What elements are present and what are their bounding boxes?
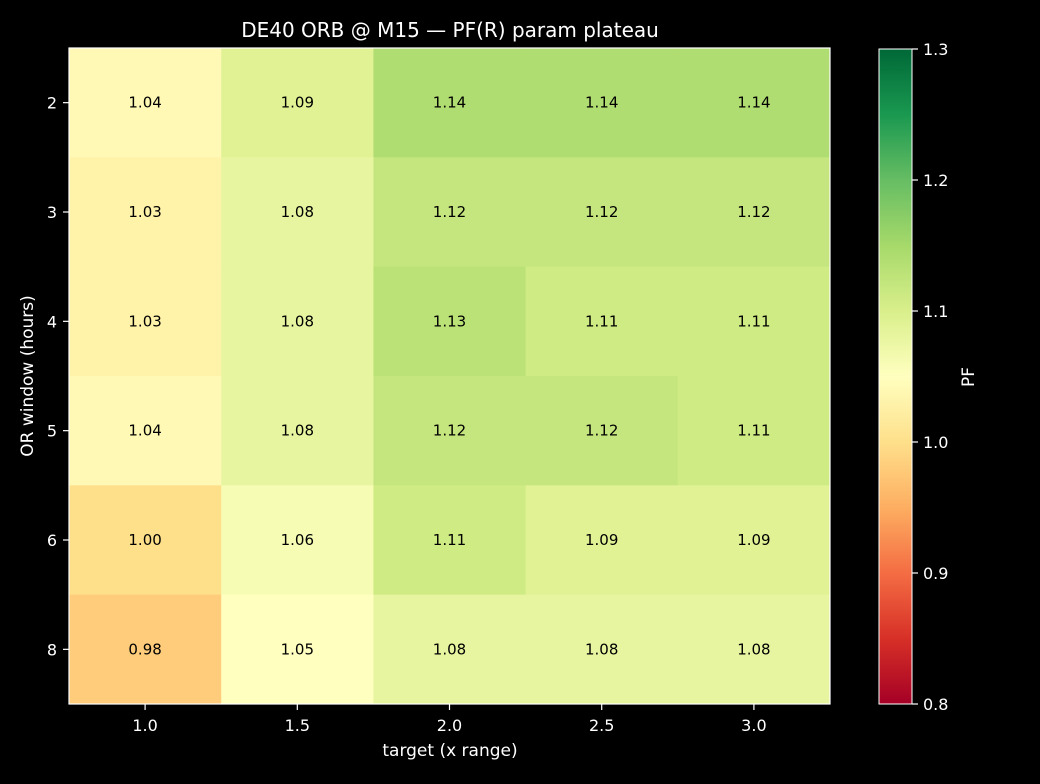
heatmap-cell: [221, 376, 374, 486]
heatmap-cell-label: 1.08: [281, 422, 314, 440]
heatmap-cells: [69, 48, 831, 705]
heatmap-cell-label: 1.11: [433, 531, 466, 549]
heatmap-cell: [677, 594, 831, 705]
x-tick-label: 3.0: [741, 716, 766, 735]
x-tick-label: 2.0: [437, 716, 462, 735]
y-tick-label: 6: [47, 531, 57, 550]
heatmap-cell-label: 1.11: [737, 312, 770, 330]
y-axis-ticks: 2 3 4 5 6 8: [47, 94, 69, 659]
colorbar-tick-label: 1.0: [923, 433, 948, 452]
heatmap-cell: [525, 376, 679, 486]
heatmap-cell-label: 1.12: [585, 422, 618, 440]
colorbar-tick-label: 1.1: [923, 302, 948, 321]
heatmap-cell-label: 1.08: [737, 640, 770, 658]
heatmap-cell-label: 1.12: [737, 203, 770, 221]
heatmap-cell: [373, 485, 527, 596]
heatmap-cell-label: 1.04: [128, 422, 161, 440]
heatmap-cell: [69, 48, 222, 158]
heatmap-cell: [69, 266, 222, 377]
heatmap-cell-label: 1.06: [281, 531, 314, 549]
heatmap-cell-label: 1.05: [281, 640, 314, 658]
heatmap-cell-label: 1.08: [281, 203, 314, 221]
colorbar-label: PF: [959, 367, 979, 387]
heatmap-cell-label: 1.12: [433, 422, 466, 440]
heatmap-cell: [677, 376, 831, 486]
heatmap-cell: [373, 48, 527, 158]
heatmap-cell-label: 0.98: [128, 640, 161, 658]
x-tick-label: 1.0: [132, 716, 157, 735]
x-axis-ticks: 1.0 1.5 2.0 2.5 3.0: [132, 704, 767, 735]
heatmap-cell-label: 1.12: [433, 203, 466, 221]
y-axis-label: OR window (hours): [18, 295, 38, 457]
heatmap-cell: [69, 376, 222, 486]
heatmap-cell-label: 1.00: [128, 531, 161, 549]
heatmap-cell: [525, 266, 679, 377]
heatmap-cell: [69, 157, 222, 268]
colorbar-ticks: 0.8 0.9 1.0 1.1 1.2 1.3: [912, 40, 948, 714]
heatmap-cell-label: 1.08: [433, 640, 466, 658]
heatmap-cell: [373, 594, 527, 705]
heatmap-cell-label: 1.08: [585, 640, 618, 658]
y-tick-label: 3: [47, 203, 57, 222]
y-tick-label: 2: [47, 94, 57, 113]
y-tick-label: 4: [47, 312, 57, 331]
heatmap-cell-label: 1.14: [585, 94, 618, 112]
heatmap-cell: [525, 48, 679, 158]
x-tick-label: 1.5: [285, 716, 310, 735]
heatmap-cell: [525, 485, 679, 596]
heatmap-cell-label: 1.09: [281, 94, 314, 112]
heatmap-cell-label: 1.09: [737, 531, 770, 549]
x-axis-label: target (x range): [382, 741, 517, 761]
colorbar-tick-label: 1.2: [923, 171, 948, 190]
heatmap-cell-label: 1.12: [585, 203, 618, 221]
heatmap-cell-label: 1.11: [585, 312, 618, 330]
heatmap-cell: [221, 266, 374, 377]
chart-title: DE40 ORB @ M15 — PF(R) param plateau: [241, 18, 659, 42]
heatmap-cell: [221, 48, 374, 158]
heatmap-cell-label: 1.09: [585, 531, 618, 549]
x-tick-label: 2.5: [589, 716, 614, 735]
heatmap-cell: [677, 157, 831, 268]
y-tick-label: 5: [47, 422, 57, 441]
heatmap-cell: [221, 594, 374, 705]
heatmap-cell-label: 1.14: [737, 94, 770, 112]
colorbar-tick-label: 0.8: [923, 695, 948, 714]
heatmap-cell: [221, 157, 374, 268]
heatmap-cell-label: 1.13: [433, 312, 466, 330]
heatmap-cell-label: 1.03: [128, 203, 161, 221]
heatmap-cell-label: 1.11: [737, 422, 770, 440]
heatmap-cell: [525, 594, 679, 705]
heatmap-cell: [69, 594, 222, 705]
heatmap-cell: [69, 485, 222, 596]
heatmap-cell-label: 1.04: [128, 94, 161, 112]
heatmap-cell: [221, 485, 374, 596]
heatmap-cell: [677, 485, 831, 596]
heatmap-cell: [677, 48, 831, 158]
colorbar-tick-label: 1.3: [923, 40, 948, 59]
heatmap-cell-label: 1.08: [281, 312, 314, 330]
heatmap-cell-label: 1.03: [128, 312, 161, 330]
y-tick-label: 8: [47, 640, 57, 659]
heatmap-cell: [525, 157, 679, 268]
colorbar: [878, 48, 913, 705]
heatmap-cell: [373, 157, 527, 268]
heatmap-cell: [373, 266, 527, 377]
heatmap-cell-label: 1.14: [433, 94, 466, 112]
heatmap-cell: [373, 376, 527, 486]
heatmap-cell: [677, 266, 831, 377]
heatmap-cell-labels: 1.04 1.09 1.14 1.14 1.14 1.03 1.08 1.12 1.12 1.12…: [128, 94, 770, 659]
colorbar-tick-label: 0.9: [923, 564, 948, 583]
